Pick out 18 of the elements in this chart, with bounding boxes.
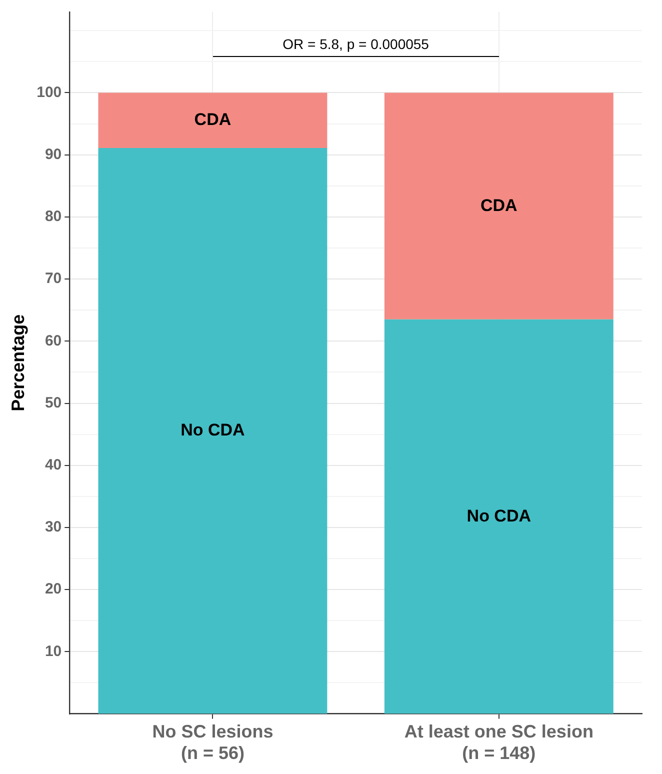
text: No CDA — [466, 506, 532, 526]
y-tick-label: 100 — [36, 84, 62, 101]
text: CDA — [480, 196, 518, 215]
y-tick-label: 10 — [44, 642, 62, 660]
x-tick-label: No SC lesions (n = 56) — [152, 722, 274, 764]
y-tick-label: 40 — [44, 456, 62, 474]
x-tick-label: At least one SC lesion (n = 148) — [404, 722, 594, 764]
annotation: OR = 5.8, p = 0.000055 — [282, 36, 430, 52]
series-label: CDA — [194, 110, 232, 130]
y-tick-label: 30 — [44, 518, 62, 536]
y-tick-label: 70 — [44, 270, 62, 288]
series-label: No CDA — [180, 420, 245, 440]
y-tick-label: 50 — [44, 394, 62, 412]
y-tick-label: 60 — [44, 332, 62, 350]
y-tick-label: 20 — [44, 580, 62, 598]
y-axis-title: Percentage — [8, 314, 28, 412]
y-tick-label: 90 — [44, 146, 62, 163]
y-tick-label: 80 — [44, 208, 62, 226]
